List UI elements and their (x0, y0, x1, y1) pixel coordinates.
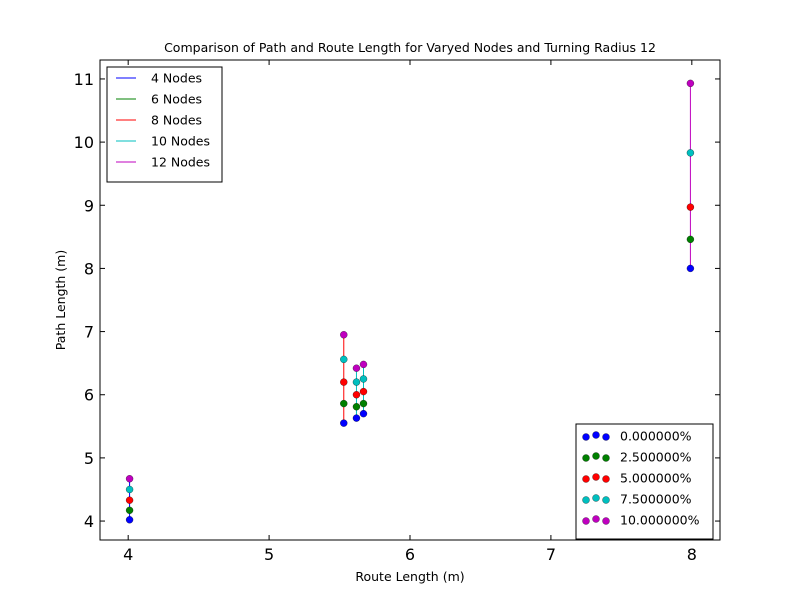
legend-noise-marker-0-1 (592, 431, 600, 439)
data-point-0-4 (686, 264, 695, 273)
plot-area (125, 79, 695, 524)
legend-noise-marker-2-1 (592, 473, 600, 481)
data-point-4-4 (686, 79, 695, 88)
legend-nodes-label-0: 4 Nodes (151, 71, 202, 86)
data-point-3-2 (352, 378, 361, 386)
y-axis-label: Path Length (m) (53, 250, 68, 350)
y-tick-label-7: 11 (74, 70, 94, 89)
legend-noise-marker-4-1 (592, 515, 600, 523)
legend-noise-marker-4-0 (582, 517, 590, 525)
legend-noise-marker-1-1 (592, 452, 600, 460)
data-point-1-0 (125, 506, 134, 514)
data-point-2-3 (359, 387, 368, 396)
data-point-0-0 (125, 516, 134, 524)
legend-noise-marker-3-0 (582, 496, 590, 504)
legend-noise-label-4: 10.000000% (620, 513, 700, 528)
legend-noise-label-3: 7.500000% (620, 492, 692, 507)
legend-noise-marker-2-2 (602, 475, 610, 483)
chart-title: Comparison of Path and Route Length for … (164, 40, 656, 55)
data-point-4-3 (359, 360, 368, 369)
legend-nodes-label-1: 6 Nodes (151, 92, 202, 107)
y-tick-label-3: 7 (84, 323, 94, 342)
data-point-2-1 (340, 378, 348, 386)
legend-noise-marker-1-0 (582, 454, 590, 462)
y-tick-label-6: 10 (74, 133, 94, 152)
data-point-1-2 (352, 403, 361, 411)
legend-nodes: 4 Nodes 6 Nodes 8 Nodes 10 Nodes 12 Nodes (106, 66, 223, 183)
data-point-4-1 (340, 331, 348, 339)
data-point-3-4 (686, 149, 695, 157)
legend-noise-label-2: 5.000000% (620, 471, 692, 486)
legend-nodes-label-3: 10 Nodes (151, 134, 210, 149)
x-tick-label-3: 7 (546, 545, 556, 564)
legend-nodes-frame (106, 66, 223, 183)
y-tick-label-2: 6 (84, 386, 94, 405)
legend-noise-marker-0-2 (602, 433, 610, 441)
x-tick-label-0: 4 (123, 545, 133, 564)
x-axis-label: Route Length (m) (355, 569, 464, 584)
legend-noise-marker-3-1 (592, 494, 600, 502)
data-point-2-4 (686, 203, 695, 211)
data-point-1-3 (359, 399, 368, 408)
y-tick-label-1: 5 (84, 449, 94, 468)
axes: 4 5 6 7 8 4 5 6 7 8 9 10 11 (74, 60, 720, 564)
data-point-4-2 (352, 364, 361, 372)
legend-noise-label-1: 2.500000% (620, 450, 692, 465)
legend-noise-marker-3-2 (602, 496, 610, 504)
legend-noise-marker-1-2 (602, 454, 610, 462)
data-point-3-3 (359, 375, 368, 383)
data-point-1-1 (340, 399, 348, 408)
data-point-0-3 (359, 410, 368, 418)
data-point-3-1 (340, 355, 348, 364)
data-point-1-4 (686, 235, 695, 244)
data-point-2-0 (125, 496, 134, 504)
y-tick-label-0: 4 (84, 512, 94, 531)
data-point-4-0 (125, 475, 134, 483)
legend-noise-marker-0-0 (582, 433, 590, 441)
legend-noise-marker-2-0 (582, 475, 590, 483)
legend-noise: 0.000000% 2.500000% 5.000000% 7.500000% 10.0… (575, 423, 714, 540)
legend-nodes-label-4: 12 Nodes (151, 155, 210, 170)
x-tick-label-4: 8 (687, 545, 697, 564)
legend-nodes-label-2: 8 Nodes (151, 113, 202, 128)
legend-noise-marker-4-2 (602, 517, 610, 525)
data-point-3-0 (125, 485, 134, 494)
y-tick-label-5: 9 (84, 196, 94, 215)
x-tick-label-1: 5 (264, 545, 274, 564)
x-tick-label-2: 6 (405, 545, 415, 564)
legend-noise-label-0: 0.000000% (620, 429, 692, 444)
data-point-0-1 (340, 419, 348, 427)
y-tick-label-4: 8 (84, 259, 94, 278)
data-point-0-2 (352, 414, 361, 422)
data-point-2-2 (352, 391, 361, 399)
